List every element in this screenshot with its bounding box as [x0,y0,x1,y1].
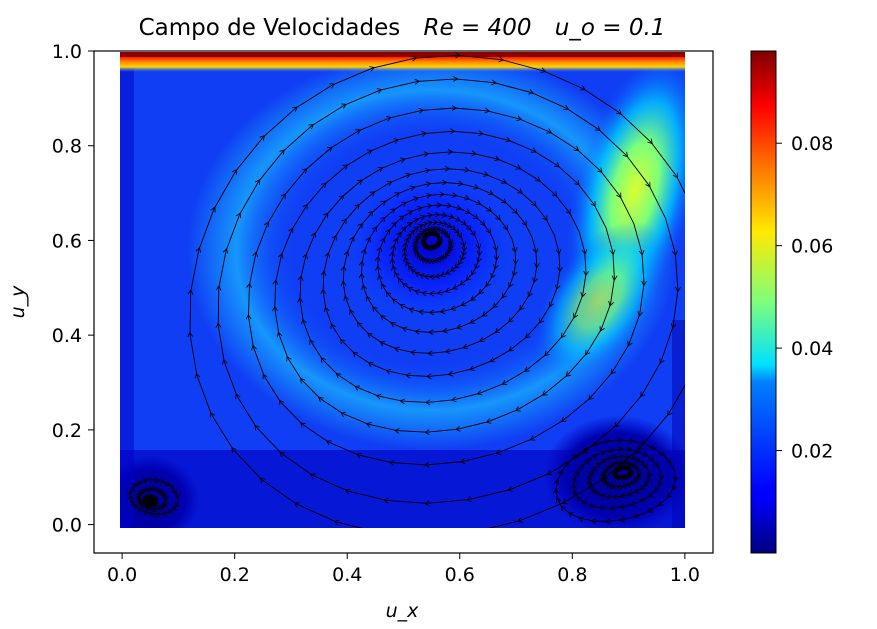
y-axis: 0.0 0.2 0.4 0.6 0.8 1.0 [52,41,94,537]
x-axis-label: u_x [386,600,420,622]
y-tick-label: 0.4 [52,325,82,347]
y-tick-label: 0.6 [52,230,82,252]
x-tick-label: 0.6 [445,564,475,586]
y-tick-label: 0.2 [52,420,82,442]
y-tick-label: 0.0 [52,515,82,537]
y-axis-label: u_y [7,285,29,319]
colorbar-ticks: 0.02 0.04 0.06 0.08 [776,133,833,463]
velocity-heatmap [120,52,685,528]
colorbar-tick-label: 0.06 [791,236,833,258]
colorbar-frame [750,50,777,554]
x-tick-label: 0.0 [107,564,137,586]
colorbar-tick-label: 0.08 [791,133,833,155]
colorbar: 0.02 0.04 0.06 0.08 [750,50,833,554]
title-re: Re = 400 [424,15,532,41]
streamline-corner-left [127,476,181,518]
x-tick-label: 0.8 [557,564,587,586]
streamline-corner-right [553,437,679,525]
chart-title: Campo de Velocidades Re = 400 u_o = 0.1 [139,15,666,41]
y-tick-label: 0.8 [52,136,82,158]
axes-frame [93,50,714,554]
colorbar-gradient [751,51,776,553]
corner-vortex-core [146,497,154,505]
y-tick-label: 1.0 [52,41,82,63]
plot-area [93,50,714,554]
x-tick-label: 0.2 [220,564,250,586]
streamlines [127,52,685,528]
x-axis: 0.0 0.2 0.4 0.6 0.8 1.0 [107,553,700,586]
title-uo: u_o = 0.1 [555,15,666,41]
colorbar-tick-label: 0.02 [791,441,833,463]
x-tick-label: 0.4 [332,564,362,586]
x-tick-label: 1.0 [670,564,700,586]
colorbar-tick-label: 0.04 [791,338,833,360]
